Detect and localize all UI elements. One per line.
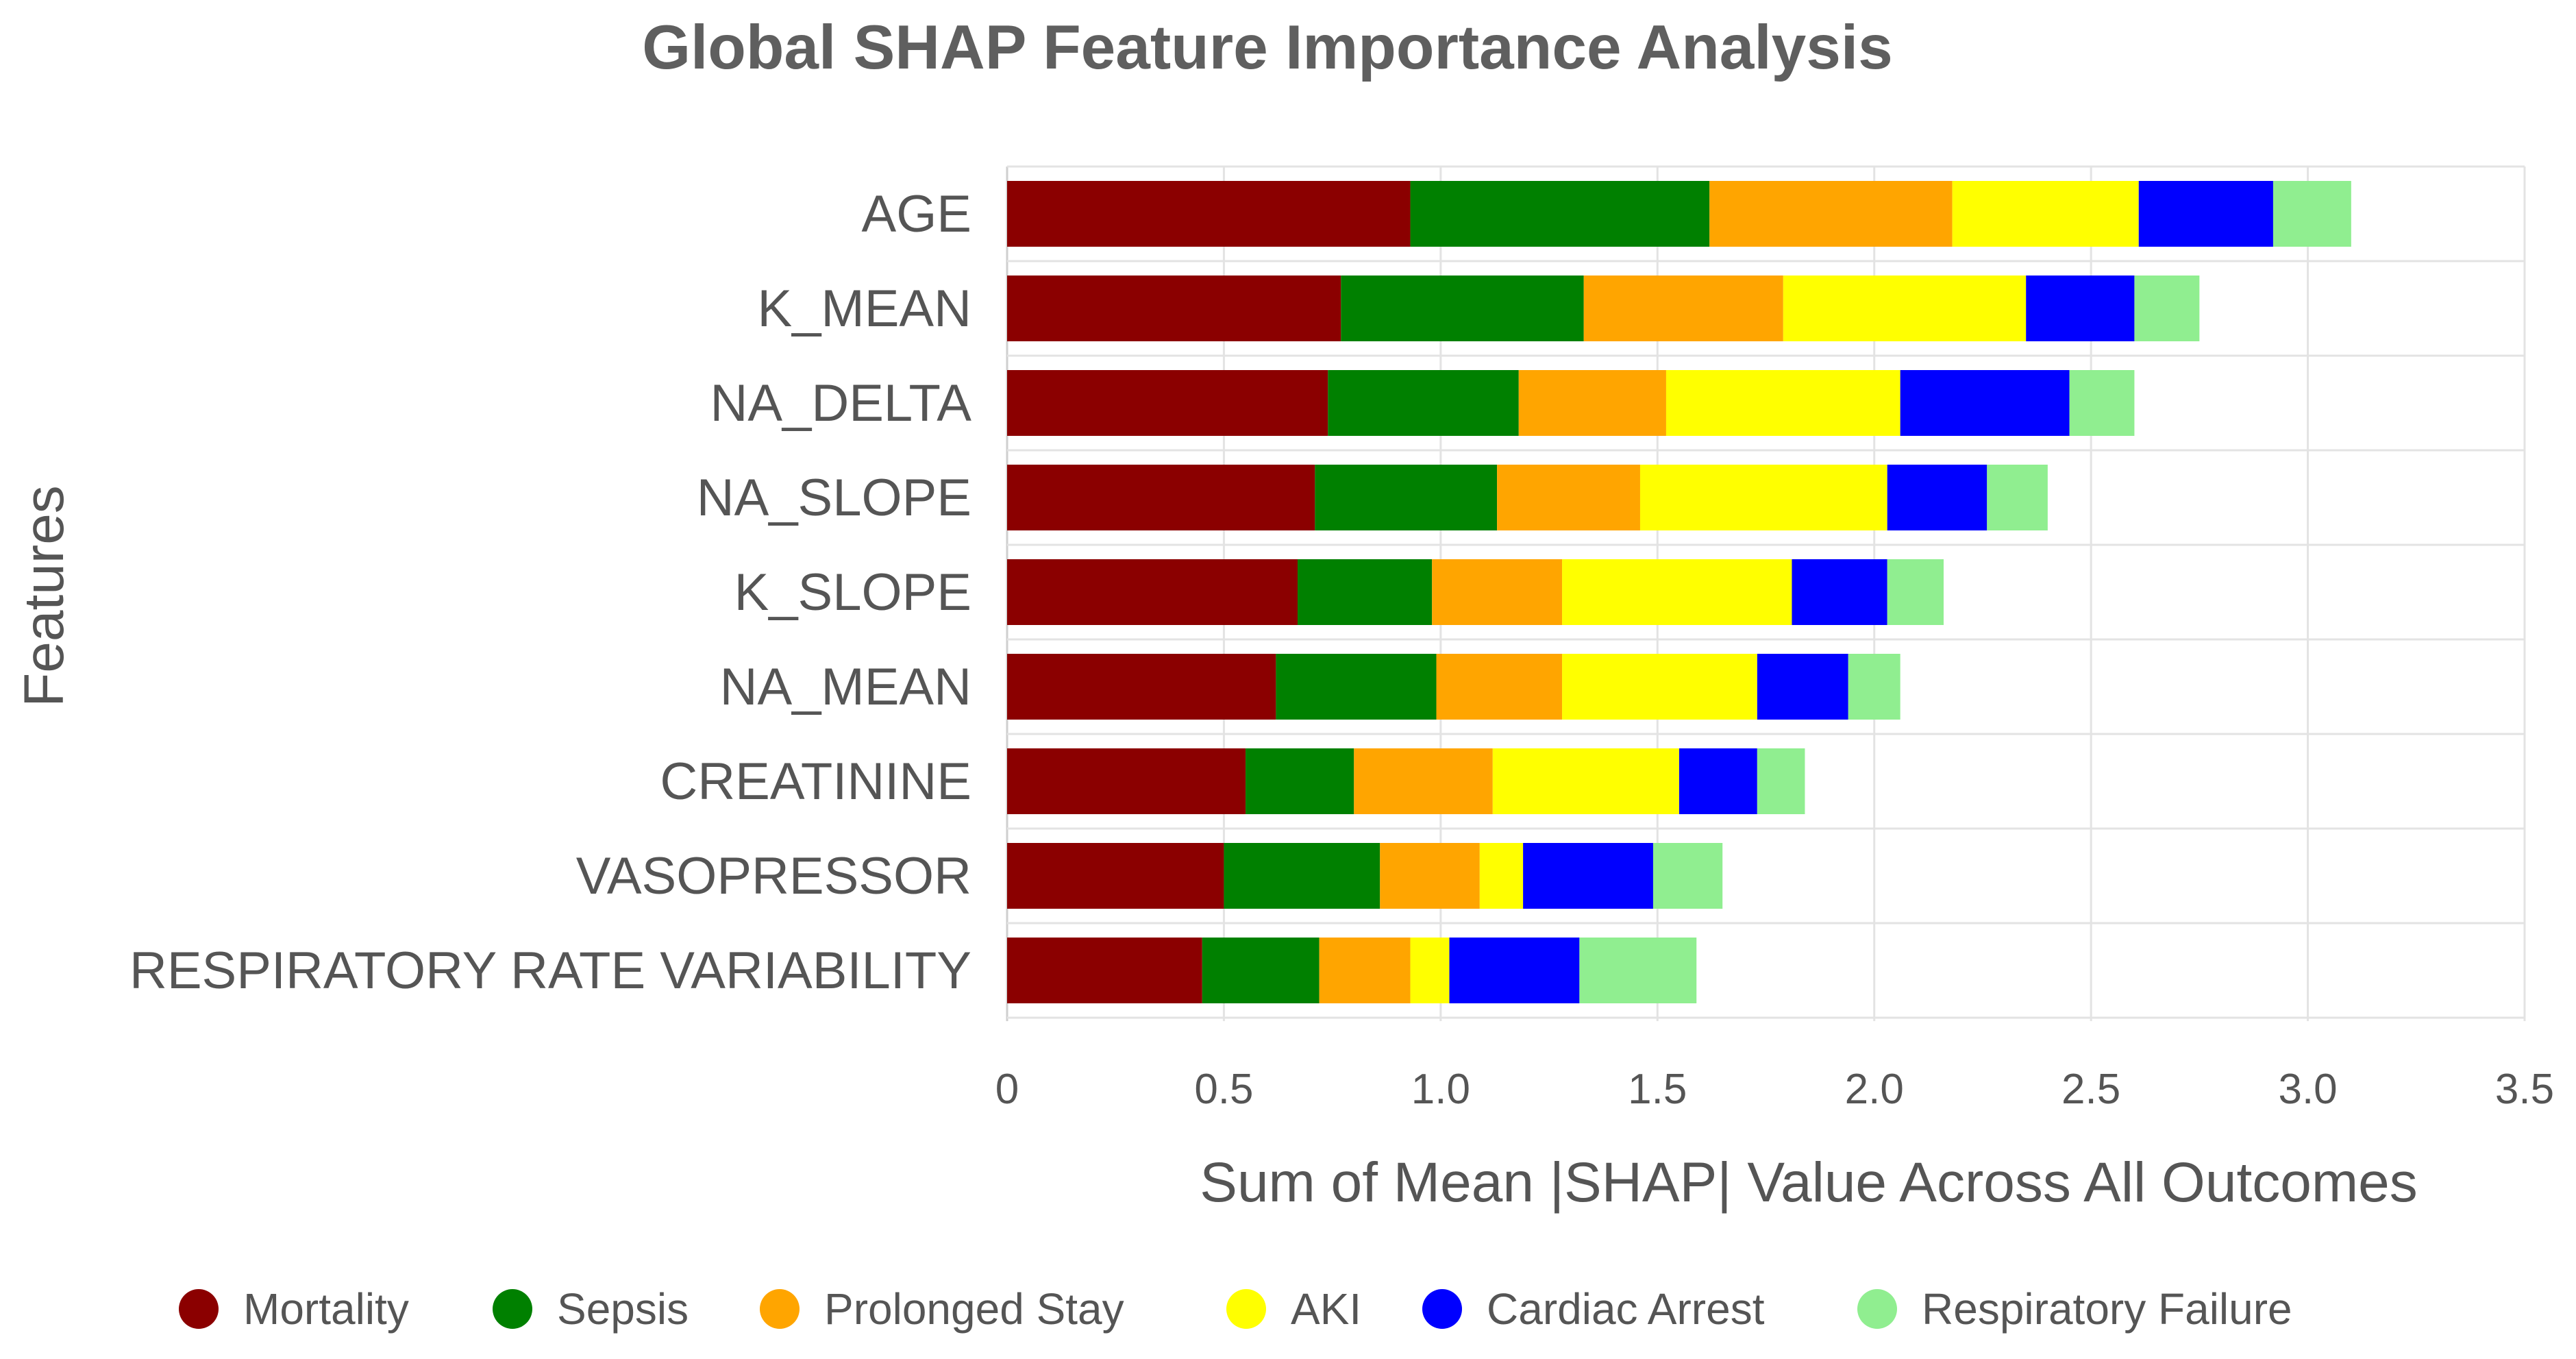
category-label: NA_SLOPE	[697, 469, 971, 527]
x-tick-label: 1.0	[1411, 1066, 1470, 1113]
category-label: NA_MEAN	[720, 658, 971, 716]
category-label: AGE	[862, 185, 972, 243]
bar-segment-prolonged-stay[interactable]	[1319, 938, 1411, 1003]
bar-segment-prolonged-stay[interactable]	[1518, 370, 1666, 436]
x-axis-ticks: 0 0.5 1.0 1.5 2.0 2.5 3.0 3.5	[995, 1066, 2554, 1113]
x-tick-label: 3.0	[2278, 1066, 2337, 1113]
bar-segment-cardiac-arrest[interactable]	[2138, 181, 2273, 247]
bars	[1007, 181, 2351, 1003]
category-label: K_MEAN	[757, 280, 971, 338]
legend-swatch	[179, 1289, 219, 1329]
bar-segment-sepsis[interactable]	[1202, 938, 1320, 1003]
legend-swatch	[760, 1289, 800, 1329]
x-tick-label: 2.5	[2061, 1066, 2120, 1113]
bar-segment-mortality[interactable]	[1007, 370, 1328, 436]
legend-label: Mortality	[243, 1284, 409, 1334]
bar-segment-sepsis[interactable]	[1246, 748, 1354, 814]
bar-segment-prolonged-stay[interactable]	[1583, 276, 1783, 341]
y-axis-title: Features	[13, 485, 75, 707]
legend-item-sepsis[interactable]: Sepsis	[493, 1284, 689, 1334]
bar-segment-respiratory-failure[interactable]	[1757, 748, 1805, 814]
x-tick-label: 0	[995, 1066, 1019, 1113]
bar-segment-sepsis[interactable]	[1328, 370, 1519, 436]
bar-segment-prolonged-stay[interactable]	[1380, 843, 1480, 909]
legend-label: Sepsis	[557, 1284, 689, 1334]
bar-segment-sepsis[interactable]	[1224, 843, 1380, 909]
legend-label: Prolonged Stay	[824, 1284, 1124, 1334]
bar-segment-cardiac-arrest[interactable]	[1887, 465, 1987, 530]
legend-swatch	[1422, 1289, 1462, 1329]
bar-segment-aki[interactable]	[1783, 276, 2027, 341]
bar-segment-mortality[interactable]	[1007, 276, 1341, 341]
bar-segment-cardiac-arrest[interactable]	[1757, 654, 1848, 720]
legend-item-prolonged-stay[interactable]: Prolonged Stay	[760, 1284, 1124, 1334]
category-labels: AGE K_MEAN NA_DELTA NA_SLOPE K_SLOPE NA_MEAN C…	[129, 185, 971, 1000]
bar-segment-cardiac-arrest[interactable]	[1792, 559, 1887, 625]
bar-segment-respiratory-failure[interactable]	[1652, 843, 1723, 909]
legend-swatch	[1226, 1289, 1266, 1329]
bar-segment-sepsis[interactable]	[1298, 559, 1433, 625]
legend: Mortality Sepsis Prolonged Stay AKI Cardiac …	[179, 1284, 2292, 1334]
bar-segment-mortality[interactable]	[1007, 654, 1276, 720]
bar-segment-respiratory-failure[interactable]	[1579, 938, 1697, 1003]
bar-segment-mortality[interactable]	[1007, 465, 1315, 530]
x-tick-label: 3.5	[2495, 1066, 2554, 1113]
bar-segment-aki[interactable]	[1562, 654, 1757, 720]
bar-segment-sepsis[interactable]	[1341, 276, 1584, 341]
bar-segment-sepsis[interactable]	[1410, 181, 1710, 247]
bar-segment-cardiac-arrest[interactable]	[1900, 370, 2070, 436]
bar-segment-respiratory-failure[interactable]	[2069, 370, 2135, 436]
bar-segment-respiratory-failure[interactable]	[1848, 654, 1900, 720]
bar-segment-sepsis[interactable]	[1276, 654, 1437, 720]
bar-segment-cardiac-arrest[interactable]	[2026, 276, 2135, 341]
bar-segment-cardiac-arrest[interactable]	[1523, 843, 1653, 909]
bar-segment-aki[interactable]	[1479, 843, 1524, 909]
legend-item-mortality[interactable]: Mortality	[179, 1284, 409, 1334]
bar-segment-aki[interactable]	[1639, 465, 1887, 530]
legend-swatch	[493, 1289, 532, 1329]
x-tick-label: 1.5	[1628, 1066, 1687, 1113]
legend-label: Respiratory Failure	[1922, 1284, 2292, 1334]
bar-segment-aki[interactable]	[1410, 938, 1450, 1003]
bar-segment-prolonged-stay[interactable]	[1432, 559, 1563, 625]
category-label: RESPIRATORY RATE VARIABILITY	[129, 942, 971, 1000]
bar-segment-cardiac-arrest[interactable]	[1449, 938, 1580, 1003]
bar-segment-prolonged-stay[interactable]	[1709, 181, 1953, 247]
x-tick-label: 2.0	[1845, 1066, 1904, 1113]
bar-segment-respiratory-failure[interactable]	[2134, 276, 2200, 341]
bar-segment-aki[interactable]	[1562, 559, 1792, 625]
x-tick-label: 0.5	[1194, 1066, 1253, 1113]
bar-segment-aki[interactable]	[1492, 748, 1679, 814]
legend-item-aki[interactable]: AKI	[1226, 1284, 1361, 1334]
bar-segment-cardiac-arrest[interactable]	[1679, 748, 1757, 814]
bar-segment-aki[interactable]	[1665, 370, 1900, 436]
chart-title: Global SHAP Feature Importance Analysis	[642, 13, 1893, 82]
bar-segment-respiratory-failure[interactable]	[1987, 465, 2048, 530]
bar-segment-prolonged-stay[interactable]	[1354, 748, 1493, 814]
legend-label: Cardiac Arrest	[1487, 1284, 1765, 1334]
bar-segment-mortality[interactable]	[1007, 748, 1246, 814]
bar-segment-respiratory-failure[interactable]	[1887, 559, 1944, 625]
bar-segment-mortality[interactable]	[1007, 181, 1411, 247]
category-label: NA_DELTA	[710, 374, 971, 432]
bar-segment-mortality[interactable]	[1007, 843, 1224, 909]
bar-segment-prolonged-stay[interactable]	[1497, 465, 1640, 530]
category-label: VASOPRESSOR	[576, 847, 971, 905]
bar-segment-prolonged-stay[interactable]	[1436, 654, 1563, 720]
category-label: K_SLOPE	[734, 563, 971, 622]
bar-segment-sepsis[interactable]	[1315, 465, 1498, 530]
x-axis-title: Sum of Mean |SHAP| Value Across All Outc…	[1200, 1151, 2418, 1214]
legend-item-cardiac-arrest[interactable]: Cardiac Arrest	[1422, 1284, 1765, 1334]
legend-item-respiratory-failure[interactable]: Respiratory Failure	[1857, 1284, 2292, 1334]
category-label: CREATININE	[660, 752, 971, 811]
bar-segment-mortality[interactable]	[1007, 938, 1202, 1003]
bar-segment-respiratory-failure[interactable]	[2272, 181, 2351, 247]
bar-segment-mortality[interactable]	[1007, 559, 1298, 625]
legend-swatch	[1857, 1289, 1897, 1329]
legend-label: AKI	[1291, 1284, 1361, 1334]
bar-segment-aki[interactable]	[1952, 181, 2139, 247]
